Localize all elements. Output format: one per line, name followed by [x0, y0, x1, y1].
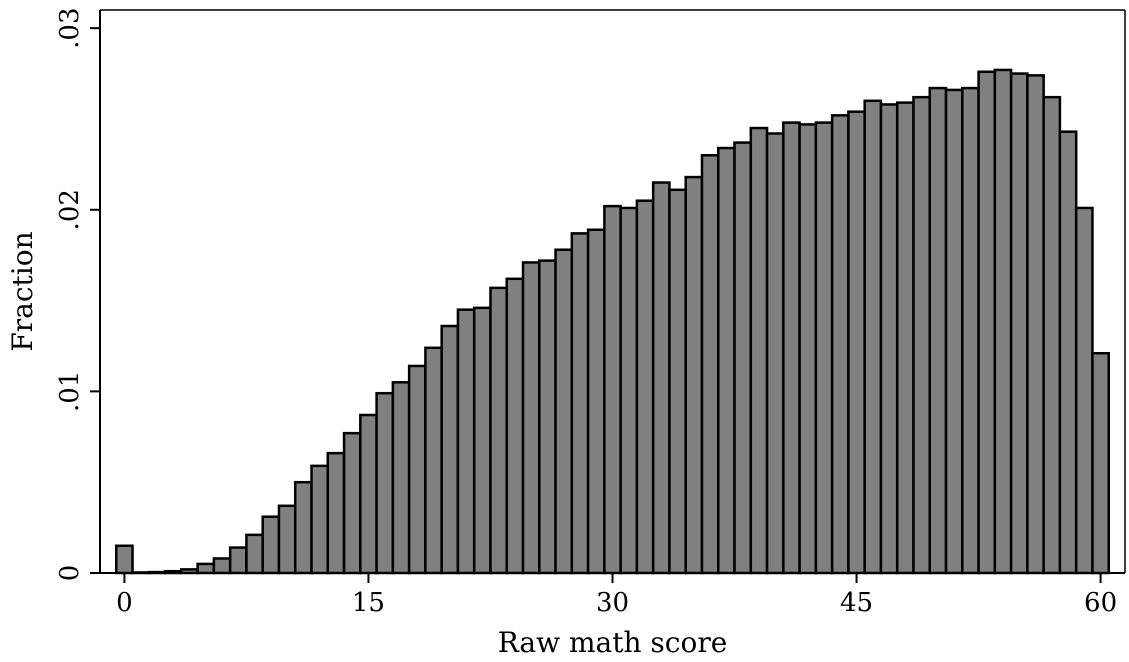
histogram-bar — [407, 364, 427, 575]
histogram-bar — [928, 86, 948, 575]
histogram-bar — [619, 206, 639, 575]
histogram-bar — [863, 99, 883, 575]
histogram-bar — [651, 181, 671, 575]
histogram-bar — [521, 261, 541, 575]
histogram-bar — [391, 381, 411, 575]
histogram-bar — [830, 114, 850, 575]
histogram-bar — [847, 110, 866, 575]
histogram-bar — [1058, 130, 1078, 575]
histogram-bar — [115, 544, 134, 575]
histogram-bar — [538, 259, 557, 575]
x-axis-label: Raw math score — [498, 626, 728, 659]
histogram-bar — [424, 346, 443, 575]
y-axis-label: Fraction — [6, 231, 39, 351]
histogram-bar — [570, 232, 590, 575]
histogram-bar — [684, 175, 704, 575]
histogram-bar — [733, 141, 753, 575]
histogram-bar — [977, 70, 997, 575]
histogram-bar — [196, 562, 216, 575]
histogram-bar — [228, 546, 248, 575]
histogram-bar — [472, 306, 492, 575]
histogram-bar — [554, 248, 574, 575]
histogram-bar — [261, 515, 281, 575]
histogram-bar — [1042, 95, 1062, 575]
histogram-bar — [326, 451, 346, 575]
histogram-bar — [456, 308, 476, 575]
x-tick-label: 15 — [352, 588, 385, 618]
histogram-bar — [293, 480, 313, 575]
histogram-bar — [749, 126, 769, 575]
histogram-bar — [586, 228, 606, 575]
histogram-bar — [668, 188, 687, 575]
histogram-bar — [1074, 206, 1094, 575]
ticks-group: 0 15 30 45 60 0 .01 .02 .03 — [55, 7, 1117, 618]
histogram-bar — [505, 277, 525, 575]
histogram-bar — [375, 391, 395, 575]
y-tick-label: .03 — [55, 7, 85, 48]
histogram-bar — [700, 154, 720, 575]
histogram-bar — [1091, 352, 1110, 575]
histogram-bar — [635, 199, 655, 575]
histogram-bar — [879, 103, 899, 575]
bars-group — [115, 68, 1110, 575]
x-tick-label: 0 — [116, 588, 133, 618]
x-tick-label: 60 — [1084, 588, 1117, 618]
histogram-bar — [765, 132, 785, 575]
histogram-bar — [440, 324, 460, 575]
histogram-bar — [912, 95, 932, 575]
histogram-bar — [342, 431, 362, 575]
histogram-bar — [798, 123, 818, 575]
histogram-bar — [717, 146, 736, 575]
histogram-bar — [277, 504, 297, 575]
x-tick-label: 30 — [596, 588, 629, 618]
histogram-bar — [1026, 74, 1045, 575]
histogram-bar — [961, 86, 980, 575]
histogram-bar — [814, 121, 834, 575]
histogram-bar — [245, 533, 264, 575]
histogram-bar — [1009, 72, 1029, 575]
x-tick-label: 45 — [840, 588, 873, 618]
y-tick-label: .01 — [55, 371, 85, 412]
histogram-bar — [603, 204, 622, 575]
histogram-bar — [944, 88, 964, 575]
histogram-bar — [359, 413, 378, 575]
histogram-bar — [782, 121, 801, 575]
histogram-bar — [489, 286, 509, 575]
histogram-bar — [993, 68, 1013, 575]
y-tick-label: .02 — [55, 189, 85, 230]
histogram-bar — [895, 101, 915, 575]
histogram-bar — [310, 464, 330, 575]
y-tick-label: 0 — [55, 565, 85, 582]
histogram-bar — [212, 557, 232, 575]
